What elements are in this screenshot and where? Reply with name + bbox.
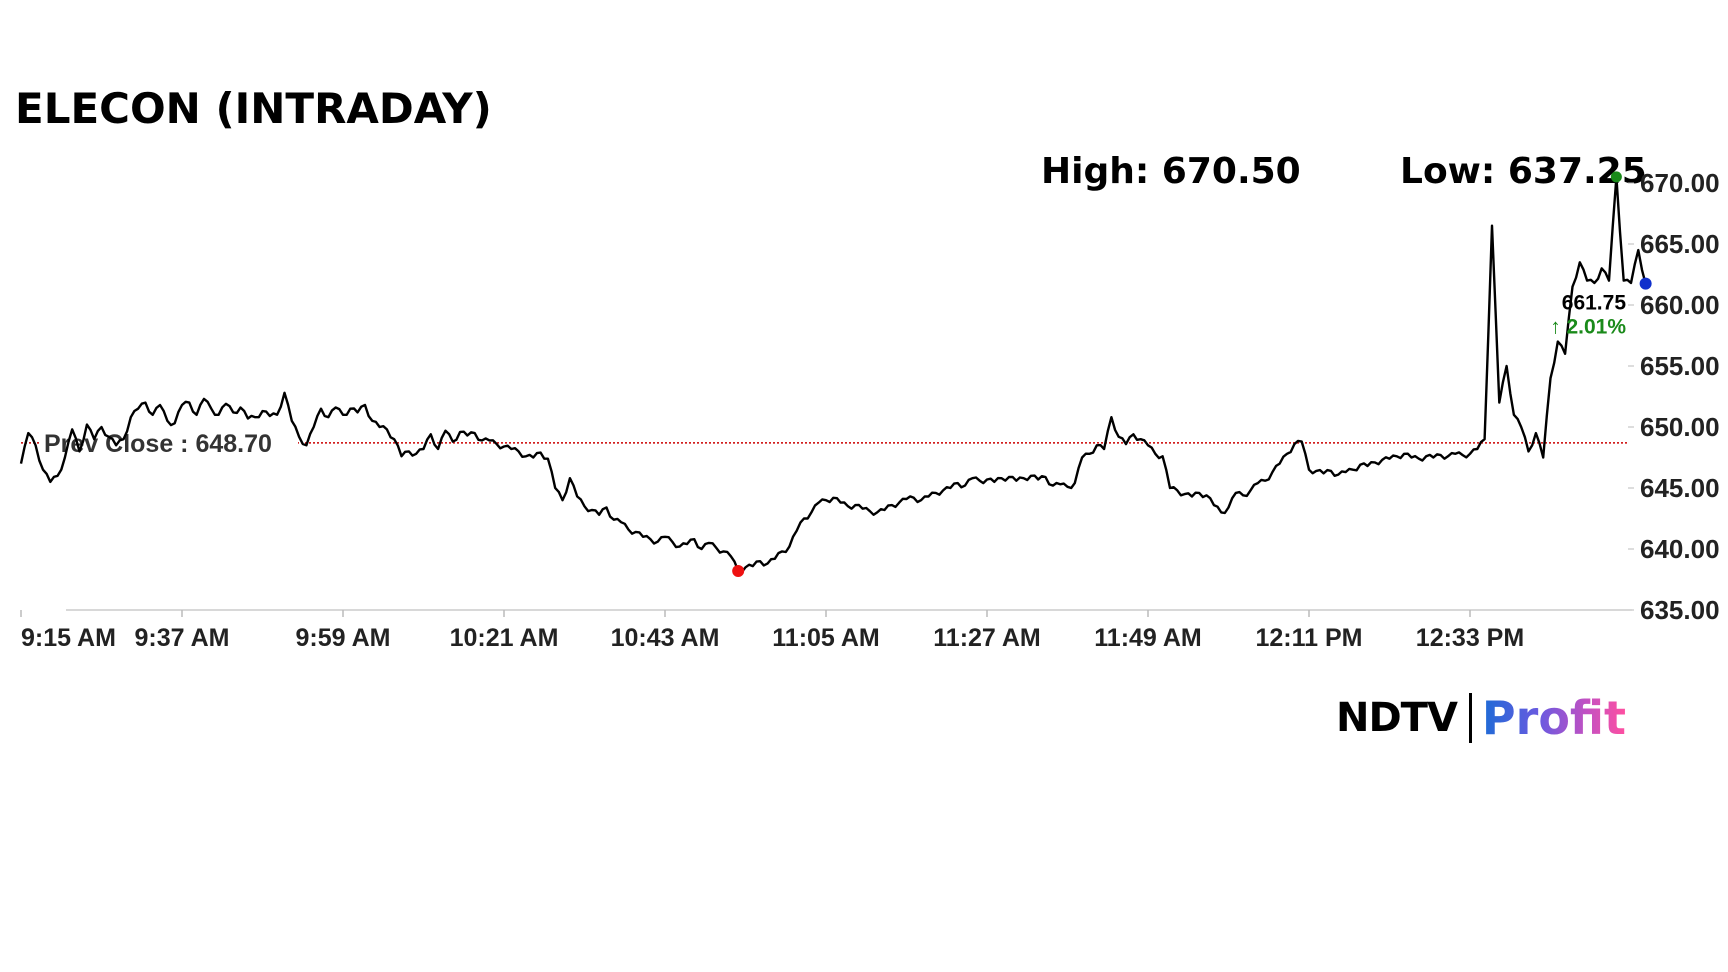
logo-divider [1468, 693, 1472, 743]
y-tick-label: 655.00 [1640, 351, 1720, 381]
x-tick-label: 10:21 AM [450, 624, 559, 652]
x-axis: 9:15 AM 9:37 AM 9:59 AM 10:21 AM 10:43 AM 11:… [20, 609, 1632, 652]
logo-ndtv-text: NDTV [1336, 695, 1458, 741]
high-marker [1610, 171, 1622, 183]
low-marker [732, 564, 745, 577]
x-tick-label: 12:11 PM [1255, 624, 1362, 652]
last-change-label: ↑ 2.01% [1550, 316, 1626, 339]
high-label: High: 670.50 [1041, 151, 1301, 192]
price-series-line [19, 175, 1647, 574]
logo-profit-text: Profit [1481, 691, 1627, 745]
x-tick-label: 9:37 AM [135, 624, 230, 652]
x-tick-label: 11:27 AM [933, 624, 1040, 652]
y-tick-label: 640.00 [1640, 534, 1720, 564]
y-tick-label: 650.00 [1640, 412, 1720, 442]
ndtv-profit-logo: NDTV Profit [1336, 690, 1626, 746]
y-tick-label: 635.00 [1640, 595, 1720, 625]
y-tick-label: 645.00 [1640, 473, 1720, 503]
last-price-marker [1639, 277, 1652, 290]
x-tick-label: 9:59 AM [296, 624, 391, 652]
x-tick-label: 11:49 AM [1094, 624, 1201, 652]
chart-title: ELECON (INTRADAY) [15, 84, 492, 133]
x-tick-label: 9:15 AM [21, 624, 116, 652]
x-tick-label: 10:43 AM [611, 624, 720, 652]
y-tick-label: 670.00 [1640, 168, 1720, 198]
x-tick-label: 11:05 AM [772, 624, 879, 652]
y-axis: 670.00 665.00 660.00 655.00 650.00 645.00 640.… [1628, 168, 1720, 625]
y-tick-label: 665.00 [1640, 229, 1720, 259]
last-price-label: 661.75 [1562, 292, 1627, 315]
y-tick-label: 660.00 [1640, 290, 1720, 320]
low-label: Low: 637.25 [1400, 151, 1647, 192]
x-tick-label: 12:33 PM [1416, 624, 1524, 652]
